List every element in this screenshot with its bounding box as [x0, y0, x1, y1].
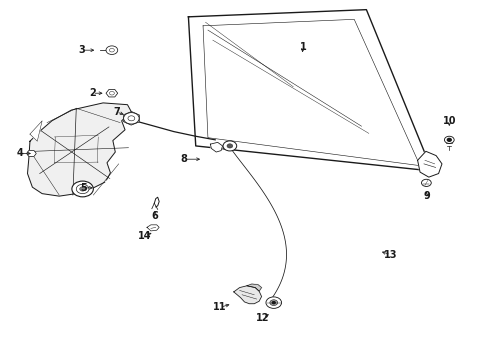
Circle shape	[27, 150, 35, 156]
Text: 4: 4	[17, 148, 23, 158]
Text: 1: 1	[299, 42, 306, 52]
Text: 11: 11	[213, 302, 226, 312]
Text: 13: 13	[383, 249, 397, 260]
Text: 8: 8	[180, 154, 186, 164]
Circle shape	[226, 144, 232, 148]
Circle shape	[444, 136, 453, 143]
Circle shape	[269, 300, 277, 306]
Circle shape	[265, 297, 281, 309]
Polygon shape	[417, 151, 441, 177]
Text: 6: 6	[151, 211, 158, 221]
Circle shape	[128, 116, 135, 121]
Text: 2: 2	[89, 88, 96, 98]
Text: 5: 5	[80, 183, 87, 193]
Circle shape	[123, 113, 139, 124]
Text: 14: 14	[138, 231, 151, 240]
Polygon shape	[246, 284, 261, 291]
Polygon shape	[210, 142, 222, 152]
Circle shape	[80, 187, 85, 191]
Circle shape	[76, 184, 89, 194]
Text: 9: 9	[422, 191, 429, 201]
Circle shape	[72, 181, 93, 197]
Circle shape	[223, 141, 236, 151]
Circle shape	[421, 179, 430, 186]
Polygon shape	[147, 225, 159, 231]
Polygon shape	[26, 150, 36, 157]
Polygon shape	[27, 103, 131, 196]
Text: 12: 12	[256, 313, 269, 323]
Text: 10: 10	[442, 116, 455, 126]
Polygon shape	[105, 166, 120, 188]
Circle shape	[447, 138, 450, 141]
Polygon shape	[123, 112, 139, 125]
Circle shape	[106, 46, 118, 54]
Polygon shape	[233, 286, 261, 304]
Polygon shape	[106, 90, 118, 97]
Polygon shape	[30, 121, 42, 141]
Circle shape	[272, 302, 275, 304]
Circle shape	[109, 48, 114, 52]
Text: 7: 7	[113, 107, 120, 117]
Text: 3: 3	[78, 45, 85, 55]
Circle shape	[109, 91, 114, 95]
